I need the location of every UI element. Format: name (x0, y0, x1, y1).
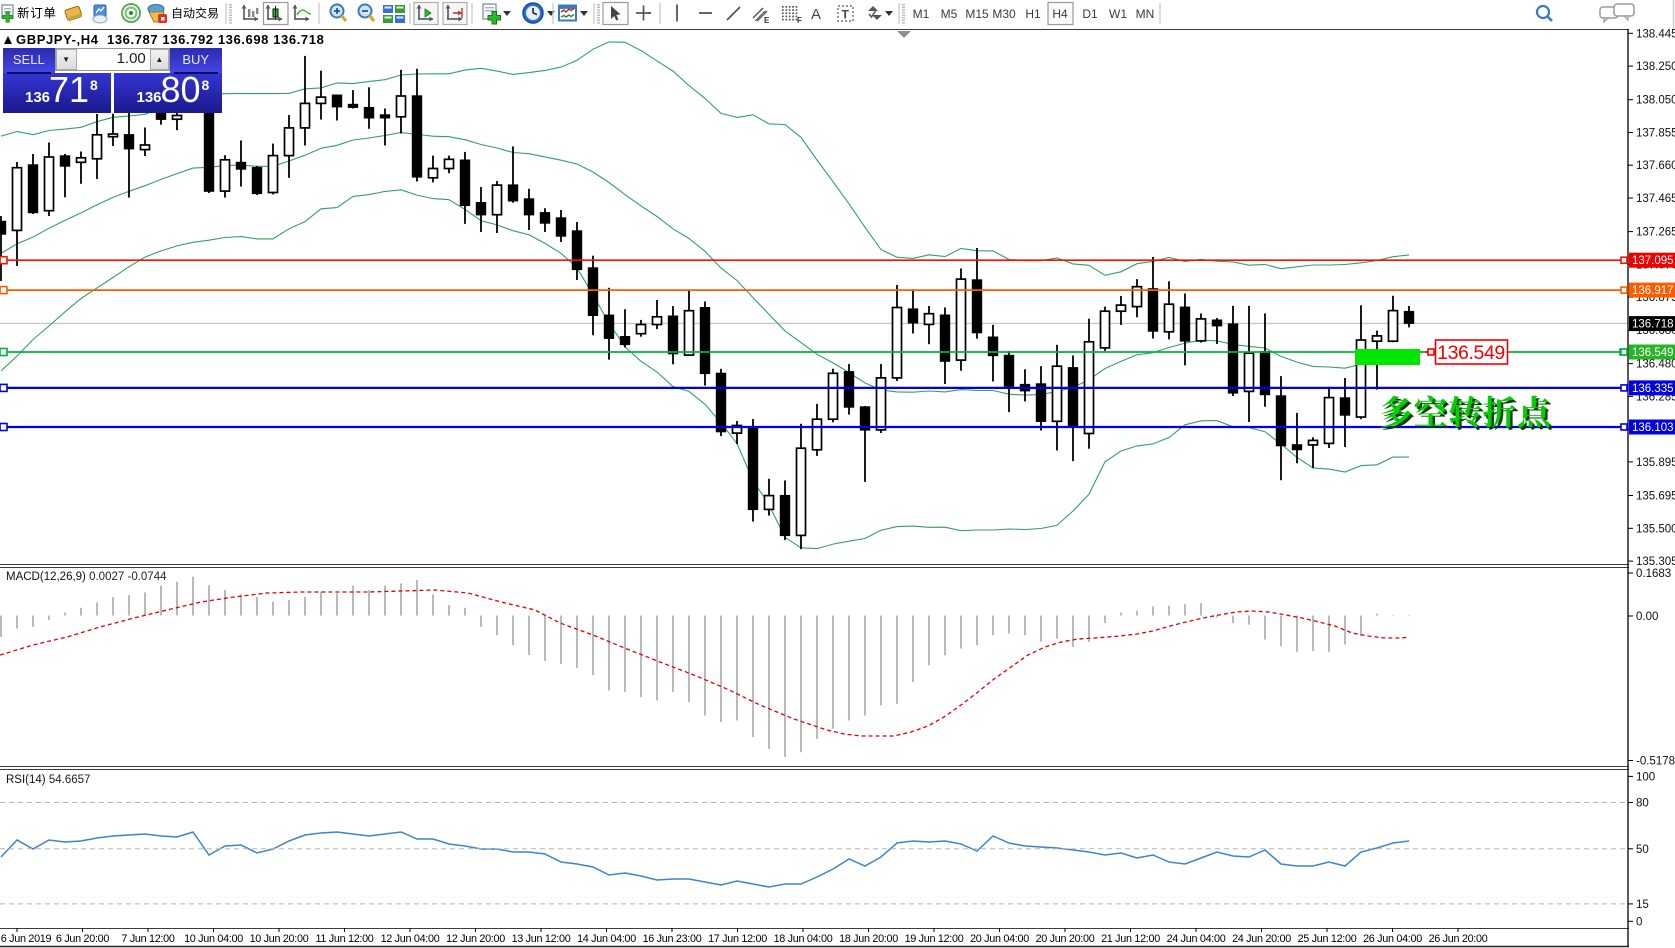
svg-text:100: 100 (1636, 771, 1655, 783)
svg-text:M15: M15 (965, 7, 989, 21)
svg-text:6 Jun 20:00: 6 Jun 20:00 (56, 933, 109, 945)
svg-text:6 Jun 2019: 6 Jun 2019 (1, 933, 52, 945)
svg-text:MACD(12,26,9) 0.0027 -0.0744: MACD(12,26,9) 0.0027 -0.0744 (6, 571, 167, 583)
svg-text:50: 50 (1636, 844, 1649, 856)
svg-text:137.095: 137.095 (1632, 255, 1674, 267)
svg-text:H1: H1 (1025, 7, 1041, 21)
svg-text:W1: W1 (1109, 7, 1127, 21)
svg-text:25 Jun 12:00: 25 Jun 12:00 (1298, 933, 1357, 945)
svg-text:26 Jun 04:00: 26 Jun 04:00 (1363, 933, 1422, 945)
svg-text:136.103: 136.103 (1632, 422, 1674, 434)
svg-text:137.855: 137.855 (1636, 128, 1675, 140)
svg-text:14 Jun 04:00: 14 Jun 04:00 (577, 933, 636, 945)
svg-text:20 Jun 04:00: 20 Jun 04:00 (970, 933, 1029, 945)
svg-text:M5: M5 (941, 7, 958, 21)
svg-text:0.1683: 0.1683 (1636, 568, 1671, 580)
svg-text:137.265: 137.265 (1636, 227, 1675, 239)
svg-text:20 Jun 20:00: 20 Jun 20:00 (1036, 933, 1095, 945)
svg-text:F: F (797, 16, 802, 25)
svg-text:0.00: 0.00 (1636, 611, 1658, 623)
svg-text:12 Jun 20:00: 12 Jun 20:00 (446, 933, 505, 945)
svg-text:80: 80 (1636, 798, 1649, 810)
svg-text:11 Jun 12:00: 11 Jun 12:00 (315, 933, 373, 945)
svg-text:E: E (764, 16, 770, 25)
svg-text:24 Jun 20:00: 24 Jun 20:00 (1232, 933, 1291, 945)
svg-text:136.718: 136.718 (1632, 319, 1674, 331)
svg-text:7 Jun 12:00: 7 Jun 12:00 (121, 933, 174, 945)
svg-text:0: 0 (1636, 916, 1642, 928)
svg-text:138.445: 138.445 (1636, 28, 1675, 40)
svg-text:M1: M1 (913, 7, 930, 21)
svg-text:136.549: 136.549 (1632, 347, 1674, 359)
svg-text:T: T (842, 8, 850, 22)
svg-text:136.480: 136.480 (1636, 359, 1675, 371)
svg-text:16 Jun 23:00: 16 Jun 23:00 (643, 933, 702, 945)
svg-text:21 Jun 12:00: 21 Jun 12:00 (1101, 933, 1160, 945)
svg-text:138.250: 138.250 (1636, 61, 1675, 73)
svg-text:H4: H4 (1052, 7, 1068, 21)
svg-text:137.465: 137.465 (1636, 193, 1675, 205)
svg-text:12 Jun 04:00: 12 Jun 04:00 (381, 933, 440, 945)
svg-text:13 Jun 12:00: 13 Jun 12:00 (512, 933, 571, 945)
svg-text:A: A (811, 6, 821, 23)
svg-text:24 Jun 04:00: 24 Jun 04:00 (1167, 933, 1226, 945)
svg-text:19 Jun 12:00: 19 Jun 12:00 (905, 933, 964, 945)
svg-text:GBPJPY-,H4 136.787 136.792 13: GBPJPY-,H4 136.787 136.792 136.698 136.7… (16, 32, 324, 47)
svg-text:135.695: 135.695 (1636, 491, 1675, 503)
svg-text:135.500: 135.500 (1636, 523, 1675, 535)
svg-text:135.305: 135.305 (1636, 556, 1675, 568)
svg-text:RSI(14) 54.6657: RSI(14) 54.6657 (6, 774, 90, 786)
svg-text:136.335: 136.335 (1632, 383, 1674, 395)
svg-text:MN: MN (1136, 7, 1155, 21)
svg-text:18 Jun 20:00: 18 Jun 20:00 (839, 933, 898, 945)
svg-text:D1: D1 (1082, 7, 1098, 21)
svg-text:17 Jun 12:00: 17 Jun 12:00 (708, 933, 767, 945)
svg-text:-0.5178: -0.5178 (1636, 756, 1675, 768)
svg-text:135.895: 135.895 (1636, 457, 1675, 469)
svg-text:137.660: 137.660 (1636, 160, 1675, 172)
svg-text:136.549: 136.549 (1437, 342, 1505, 364)
svg-text:136.917: 136.917 (1632, 285, 1674, 297)
svg-text:138.050: 138.050 (1636, 95, 1675, 107)
svg-text:10 Jun 20:00: 10 Jun 20:00 (250, 933, 309, 945)
svg-text:26 Jun 20:00: 26 Jun 20:00 (1429, 933, 1488, 945)
svg-text:15: 15 (1636, 899, 1649, 911)
svg-text:M30: M30 (992, 7, 1016, 21)
svg-text:10 Jun 04:00: 10 Jun 04:00 (184, 933, 243, 945)
svg-text:18 Jun 04:00: 18 Jun 04:00 (774, 933, 833, 945)
